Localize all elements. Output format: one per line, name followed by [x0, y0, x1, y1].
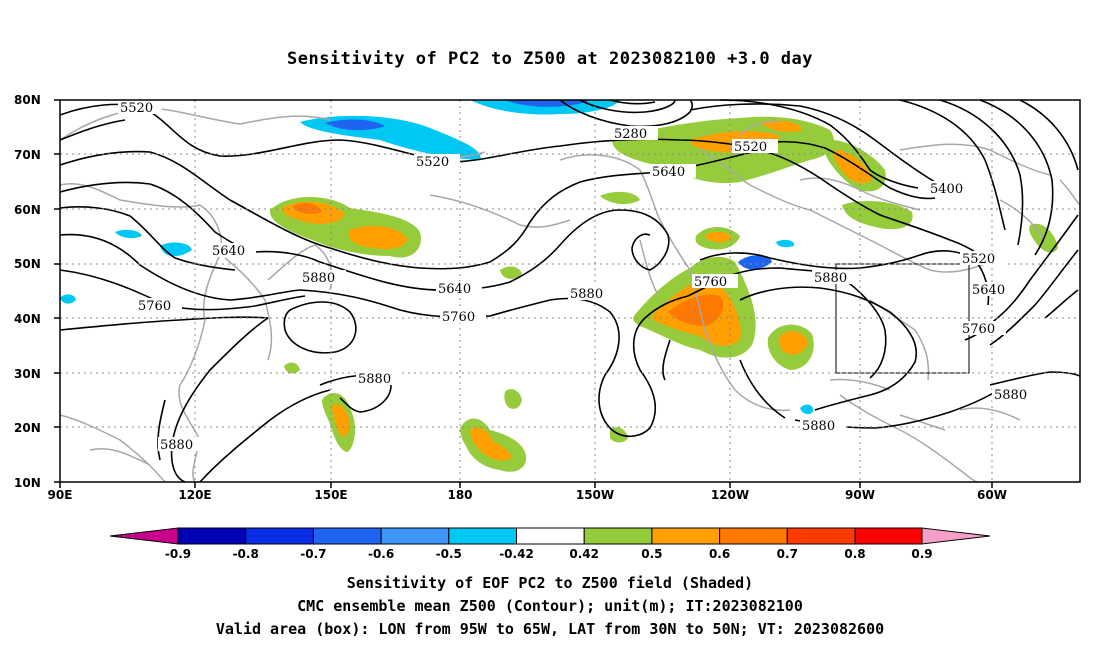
colorbar-swatch — [312, 527, 382, 545]
contour-label: 5880 — [358, 372, 391, 387]
lat-label: 50N — [14, 257, 41, 271]
lon-label: 60W — [977, 488, 1007, 502]
colorbar-swatch — [651, 527, 721, 545]
lon-label: 90E — [48, 488, 73, 502]
colorbar-swatch — [583, 527, 653, 545]
map-title: Sensitivity of PC2 to Z500 at 2023082100… — [286, 49, 813, 69]
contour-label: 5400 — [930, 182, 963, 197]
contour-label: 5880 — [802, 419, 835, 434]
contour-label: 5640 — [212, 244, 245, 259]
lon-label: 90W — [845, 488, 875, 502]
axis-ticks — [54, 99, 993, 488]
contour-label: 5880 — [814, 271, 847, 286]
colorbar-label: 0.6 — [709, 547, 730, 561]
contour-label: 5880 — [994, 388, 1027, 403]
contour-labels: 5520 5520 5280 5520 5640 5400 5640 5880 … — [118, 100, 1038, 453]
colorbar-right-triangle — [921, 527, 991, 545]
colorbar-left-triangle — [109, 527, 179, 545]
colorbar-swatch — [380, 527, 450, 545]
map-frame — [59, 99, 1081, 483]
colorbar-swatch — [245, 527, 314, 545]
lon-label: 150E — [314, 488, 347, 502]
contour-label: 5280 — [614, 127, 647, 142]
colorbar-label: -0.9 — [165, 547, 191, 561]
colorbar: -0.9 -0.8 -0.7 -0.6 -0.5 -0.42 0.42 0.5 … — [109, 527, 991, 561]
contour-label: 5760 — [138, 299, 171, 314]
lon-label: 150W — [576, 488, 614, 502]
caption-line-1: Sensitivity of EOF PC2 to Z500 field (Sh… — [346, 574, 754, 592]
lat-label: 40N — [14, 312, 41, 326]
contour-label: 5640 — [972, 283, 1005, 298]
lat-label: 60N — [14, 203, 41, 217]
contour-label: 5520 — [962, 252, 995, 267]
lon-label: 180 — [447, 488, 472, 502]
lat-label: 20N — [14, 421, 41, 435]
lat-label: 70N — [14, 148, 41, 162]
colorbar-label: -0.6 — [368, 547, 394, 561]
colorbar-label: 0.5 — [641, 547, 662, 561]
lat-label: 80N — [14, 93, 41, 107]
colorbar-swatch — [448, 527, 517, 545]
lat-label: 30N — [14, 367, 41, 381]
contour-label: 5760 — [442, 310, 475, 325]
shaded-sensitivity — [60, 100, 1058, 472]
colorbar-label: -0.42 — [499, 547, 534, 561]
contour-label: 5880 — [160, 438, 193, 453]
colorbar-label: -0.5 — [436, 547, 462, 561]
colorbar-label: -0.8 — [233, 547, 259, 561]
contour-label: 5640 — [652, 165, 685, 180]
lat-label: 10N — [14, 476, 41, 490]
colorbar-label: 0.9 — [911, 547, 932, 561]
colorbar-swatch — [786, 527, 856, 545]
caption-line-3: Valid area (box): LON from 95W to 65W, L… — [215, 620, 885, 638]
contour-label: 5880 — [302, 271, 335, 286]
colorbar-swatch — [516, 527, 585, 545]
contour-label: 5520 — [120, 101, 153, 116]
colorbar-swatch — [854, 527, 923, 545]
colorbar-label: -0.7 — [300, 547, 326, 561]
colorbar-label: 0.42 — [569, 547, 599, 561]
contour-label: 5520 — [734, 140, 767, 155]
longitude-labels: 90E 120E 150E 180 150W 120W 90W 60W — [48, 488, 1007, 502]
grid-lines — [60, 100, 1080, 482]
contour-label: 5880 — [570, 287, 603, 302]
lon-label: 120E — [178, 488, 211, 502]
latitude-labels: 80N 70N 60N 50N 40N 30N 20N 10N — [14, 93, 41, 490]
colorbar-label: 0.8 — [844, 547, 865, 561]
caption-line-2: CMC ensemble mean Z500 (Contour); unit(m… — [297, 597, 803, 615]
lon-label: 120W — [711, 488, 749, 502]
coastlines — [59, 107, 1081, 483]
contour-label: 5760 — [962, 322, 995, 337]
colorbar-swatch — [719, 527, 788, 545]
colorbar-label: 0.7 — [777, 547, 798, 561]
contour-label: 5520 — [416, 155, 449, 170]
contour-label: 5760 — [694, 275, 727, 290]
colorbar-swatch — [177, 527, 247, 545]
contour-label: 5640 — [438, 282, 471, 297]
